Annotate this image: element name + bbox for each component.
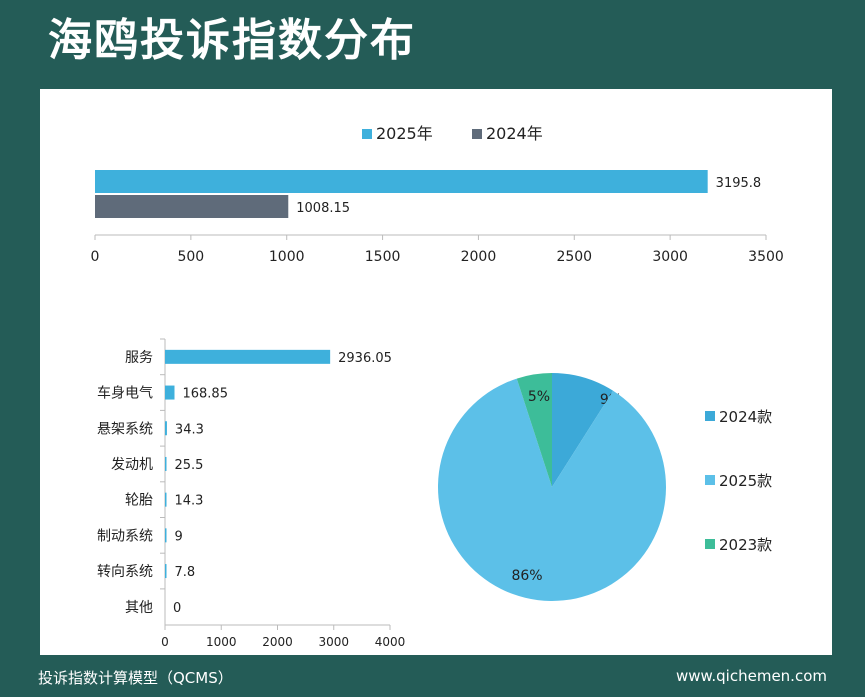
category-bar — [165, 349, 331, 364]
category-bar — [165, 492, 167, 507]
legend-swatch-1 — [362, 129, 372, 139]
x-tick-label: 2000 — [461, 249, 497, 265]
category-value-label: 34.3 — [175, 422, 204, 437]
category-value-label: 7.8 — [175, 565, 196, 580]
footer-model-label: 投诉指数计算模型（QCMS） — [38, 669, 233, 687]
x-tick-label: 2000 — [262, 635, 293, 649]
category-value-label: 0 — [173, 601, 181, 616]
legend-swatch-2 — [472, 129, 482, 139]
category-value-label: 9 — [175, 529, 183, 544]
pie-slice-label-2: 86% — [511, 568, 542, 584]
legend-label-1: 2025年 — [376, 124, 433, 143]
pie-slice-label-3: 5% — [528, 389, 550, 405]
category-bar — [165, 421, 167, 436]
pie-legend-label-3: 2023款 — [719, 536, 772, 554]
x-tick-label: 1500 — [365, 249, 401, 265]
category-label: 其他 — [125, 600, 153, 616]
category-label: 服务 — [125, 350, 153, 366]
category-bar — [165, 564, 167, 579]
bar-2 — [95, 195, 289, 218]
bar-value-label-1: 3195.8 — [716, 176, 762, 191]
pie-slice-2 — [438, 378, 666, 601]
bar-value-label-2: 1008.15 — [296, 201, 350, 216]
chart-panel: 2025年 2024年 3195.8 1008.15 0 500 1000 1500 2000 2… — [40, 89, 832, 655]
category-value-label: 2936.05 — [338, 351, 392, 366]
x-tick-label: 1000 — [206, 635, 237, 649]
x-tick-label: 500 — [177, 249, 204, 265]
pie-slice-1 — [552, 373, 614, 487]
pie-legend-label-2: 2025款 — [719, 472, 772, 490]
bar-1 — [95, 170, 708, 193]
page-title: 海鸥投诉指数分布 — [48, 15, 416, 66]
pie-legend-swatch-1 — [705, 411, 715, 421]
category-bar — [165, 528, 167, 543]
category-label: 车身电气 — [97, 385, 153, 402]
category-label: 制动系统 — [97, 528, 153, 544]
x-tick-label: 2500 — [556, 249, 592, 265]
category-value-label: 25.5 — [175, 458, 204, 473]
x-tick-label: 4000 — [375, 635, 406, 649]
x-tick-label: 0 — [91, 249, 100, 265]
pie-legend-swatch-2 — [705, 475, 715, 485]
chart-canvas: 2025年 2024年 3195.8 1008.15 0 500 1000 1500 2000 2… — [91, 124, 784, 649]
pie-slice-3 — [516, 373, 552, 487]
x-tick-label: 3000 — [652, 249, 688, 265]
x-tick-label: 3000 — [318, 635, 349, 649]
legend-label-2: 2024年 — [486, 124, 543, 143]
category-label: 转向系统 — [97, 564, 153, 580]
footer-website: www.qichemen.com — [675, 667, 827, 685]
x-tick-label: 1000 — [269, 249, 305, 265]
category-value-label: 14.3 — [175, 494, 204, 509]
category-bar — [165, 456, 167, 471]
category-label: 悬架系统 — [97, 421, 153, 437]
category-value-label: 168.85 — [182, 387, 228, 402]
pie-legend-label-1: 2024款 — [719, 408, 772, 426]
pie-legend-swatch-3 — [705, 539, 715, 549]
category-label: 发动机 — [111, 457, 153, 473]
category-label: 轮胎 — [125, 493, 153, 509]
x-tick-label: 3500 — [748, 249, 784, 265]
x-tick-label: 0 — [161, 635, 169, 649]
category-bar — [165, 385, 175, 400]
